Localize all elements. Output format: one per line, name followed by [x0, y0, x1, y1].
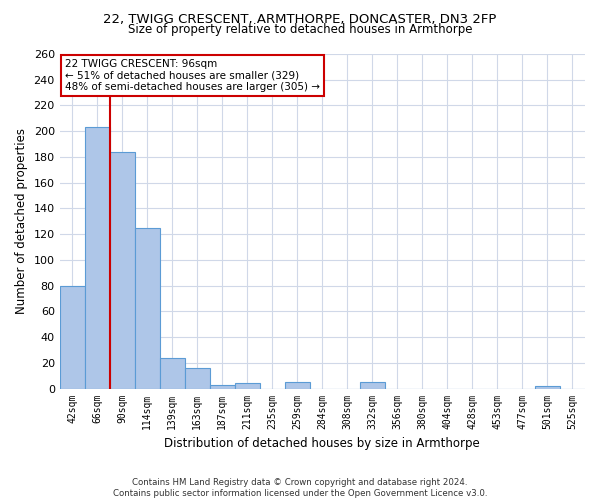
Bar [59, 286, 85, 389]
Bar [160, 358, 185, 388]
Bar [535, 386, 560, 388]
Text: 22 TWIGG CRESCENT: 96sqm
← 51% of detached houses are smaller (329)
48% of semi-: 22 TWIGG CRESCENT: 96sqm ← 51% of detach… [65, 59, 320, 92]
Text: 22, TWIGG CRESCENT, ARMTHORPE, DONCASTER, DN3 2FP: 22, TWIGG CRESCENT, ARMTHORPE, DONCASTER… [103, 12, 497, 26]
Text: Size of property relative to detached houses in Armthorpe: Size of property relative to detached ho… [128, 22, 472, 36]
X-axis label: Distribution of detached houses by size in Armthorpe: Distribution of detached houses by size … [164, 437, 480, 450]
Bar [360, 382, 385, 388]
Bar [85, 128, 110, 388]
Text: Contains HM Land Registry data © Crown copyright and database right 2024.
Contai: Contains HM Land Registry data © Crown c… [113, 478, 487, 498]
Bar [210, 384, 235, 388]
Y-axis label: Number of detached properties: Number of detached properties [15, 128, 28, 314]
Bar [110, 152, 135, 388]
Bar [185, 368, 210, 388]
Bar [285, 382, 310, 388]
Bar [135, 228, 160, 388]
Bar [235, 384, 260, 388]
